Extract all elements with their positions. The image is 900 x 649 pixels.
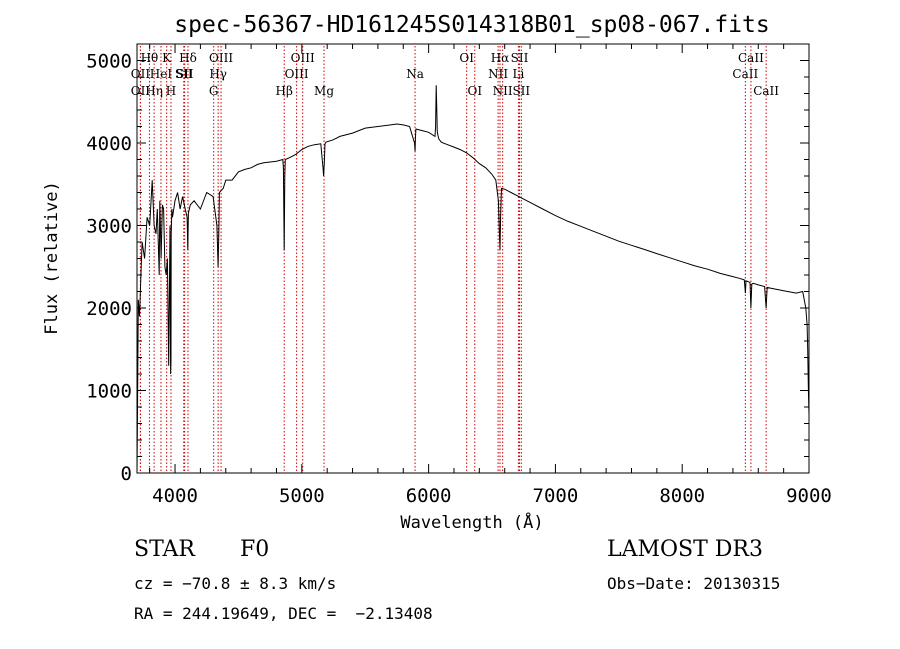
redshift-cz: cz = −70.8 ± 8.3 km/s	[134, 574, 337, 593]
spectral-line-label: Hγ	[209, 67, 227, 81]
spectral-line-label: Hη	[145, 84, 163, 98]
y-tick-label: 4000	[86, 133, 132, 155]
spectral-line-label: OIII	[285, 67, 309, 81]
spectral-line-label: Na	[406, 67, 424, 81]
spectral-line-label: OIII	[291, 51, 315, 65]
spectral-line-label: Hθ	[141, 51, 159, 65]
spectral-line-markers	[139, 46, 767, 473]
y-tick-label: 2000	[86, 298, 132, 320]
x-tick-label: 7000	[533, 485, 579, 507]
spectral-line-label: NII	[493, 84, 513, 98]
spectral-line-label: OI	[467, 84, 482, 98]
spectral-line-label: OII	[131, 67, 151, 81]
spectral-line-label: CaII	[738, 51, 764, 65]
spectral-line-label: SII	[175, 67, 193, 81]
survey-name: LAMOST DR3	[607, 537, 763, 562]
y-tick-label: 0	[121, 463, 132, 485]
x-axis-label: Wavelength (Å)	[400, 511, 543, 533]
spectral-line-label: NII	[488, 67, 508, 81]
axis-ticks	[137, 43, 810, 474]
x-tick-label: 6000	[406, 485, 452, 507]
spectral-line-label: Hβ	[276, 84, 293, 98]
spectral-line-label: SII	[176, 67, 194, 81]
observation-date: Obs−Date: 20130315	[607, 574, 781, 593]
spectral-line-label: CaII	[753, 84, 779, 98]
y-tick-label: 3000	[86, 216, 132, 238]
spectral-line-label: G	[209, 84, 219, 98]
spectral-line-label: HeI	[150, 67, 173, 81]
spectral-line-label: OII	[131, 84, 151, 98]
x-tick-label: 4000	[152, 485, 198, 507]
x-tick-label: 8000	[659, 485, 705, 507]
spectral-line-label: Hα	[491, 51, 510, 65]
spectral-line-label: OIII	[209, 51, 233, 65]
y-tick-label: 1000	[86, 381, 132, 403]
x-tick-label: 9000	[786, 485, 832, 507]
chart-title: spec-56367-HD161245S014318B01_sp08-067.f…	[174, 12, 769, 38]
plot-frame	[136, 43, 810, 474]
spectral-line-label: OI	[459, 51, 474, 65]
y-tick-label: 5000	[86, 51, 132, 73]
coordinates: RA = 244.19649, DEC = −2.13408	[134, 604, 433, 623]
spectral-line-label: Mg	[314, 84, 334, 98]
y-axis-label: Flux (relative)	[42, 181, 62, 335]
spectral-line-label: CaII	[732, 67, 758, 81]
spectral-line-label: SII	[512, 84, 530, 98]
x-tick-label: 5000	[279, 485, 325, 507]
spectral-line-label: K	[162, 51, 172, 65]
spectral-line-label: Li	[512, 67, 524, 81]
spectrum-line	[136, 85, 810, 474]
spectral-line-label: Hδ	[179, 51, 197, 65]
spectral-line-label: SII	[511, 51, 529, 65]
spectral-line-label: H	[166, 84, 176, 98]
axis-tick-labels: 4000 5000 6000 7000 8000 9000 0 1000 2000 3000 400…	[86, 51, 832, 508]
object-class: STAR	[134, 537, 195, 562]
object-subclass: F0	[240, 537, 270, 562]
